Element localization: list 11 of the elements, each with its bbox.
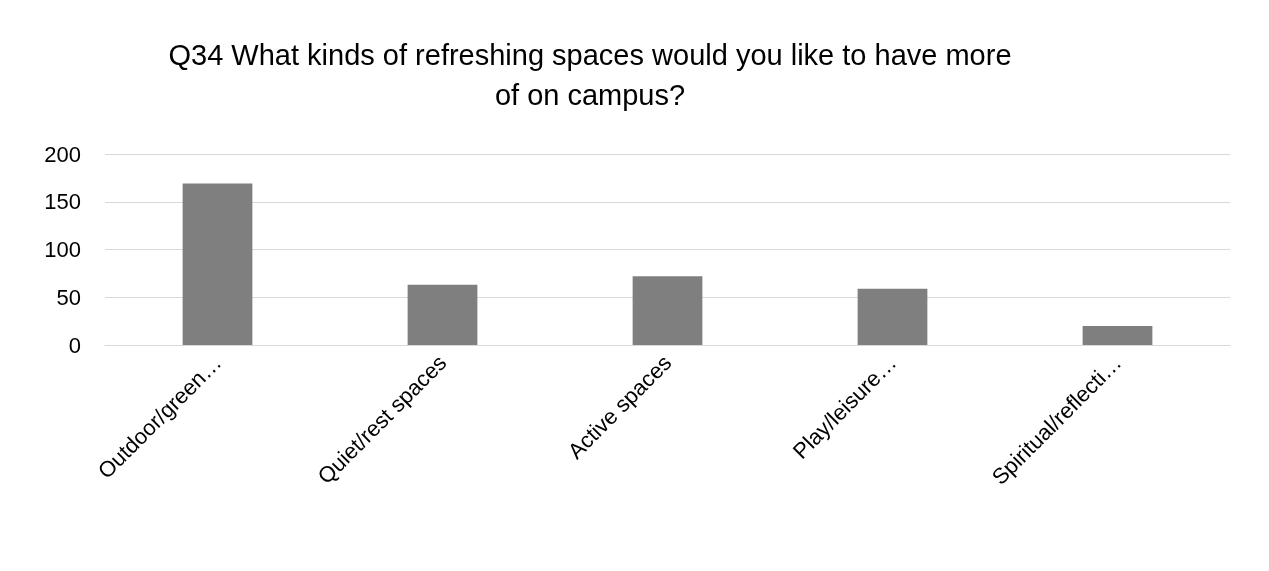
bar [1082,325,1153,345]
bar [407,284,478,345]
y-tick-label: 50 [56,284,81,310]
y-tick-label: 150 [44,189,81,215]
bar [857,288,928,345]
bar [182,183,253,345]
y-tick-label: 200 [44,141,81,167]
bar [632,276,703,345]
chart-title: Q34 What kinds of refreshing spaces would you like to have more of on campus? [168,39,1012,111]
y-tick-label: 0 [68,332,81,358]
y-tick-label: 100 [44,237,81,262]
